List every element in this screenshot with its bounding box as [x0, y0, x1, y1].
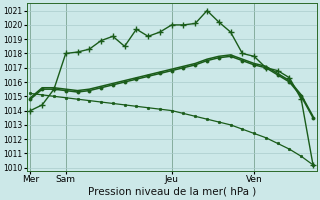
X-axis label: Pression niveau de la mer( hPa ): Pression niveau de la mer( hPa ) — [88, 187, 256, 197]
